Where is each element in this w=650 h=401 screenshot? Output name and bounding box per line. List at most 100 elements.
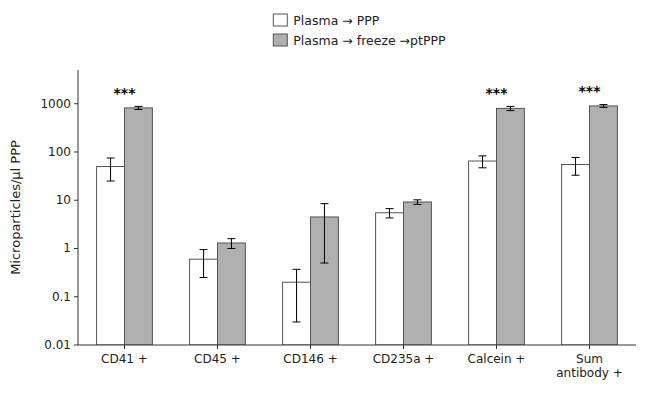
bar (125, 108, 153, 345)
significance-label: *** (114, 85, 137, 101)
bar (469, 161, 497, 345)
error-cap (572, 175, 580, 176)
error-cap (320, 263, 328, 264)
y-axis-label: Microparticles/µl PPP (8, 140, 23, 275)
x-axis-line (78, 345, 636, 346)
x-tick-label: Sumantibody + (556, 352, 623, 380)
bar (590, 106, 618, 345)
error-cap (107, 181, 115, 182)
y-tick-label: 1000 (40, 97, 71, 111)
x-tick-label-line: CD45 + (194, 352, 241, 366)
y-tick-label: 0.1 (52, 290, 71, 304)
x-tick-label: CD45 + (194, 352, 241, 366)
y-axis-line (78, 70, 79, 345)
x-tick-label-line: antibody + (556, 366, 623, 380)
error-bar (293, 269, 301, 322)
error-stem (203, 250, 204, 278)
x-tick-label: CD235a + (373, 352, 435, 366)
significance-label: *** (579, 83, 602, 99)
error-bar (134, 106, 142, 109)
legend-swatch (273, 14, 287, 26)
error-cap (413, 204, 421, 205)
error-cap (134, 106, 142, 107)
bar (404, 202, 432, 345)
error-stem (482, 156, 483, 168)
bar (218, 243, 246, 345)
bar (376, 213, 404, 345)
x-tick-label: Calcein + (468, 352, 526, 366)
bars (97, 106, 618, 345)
x-tick (217, 345, 218, 349)
legend-label: Plasma → PPP (293, 13, 380, 28)
x-tick (589, 345, 590, 349)
error-cap (134, 109, 142, 110)
bar (562, 165, 590, 345)
x-tick-label-line: Sum (576, 352, 603, 366)
error-cap (599, 107, 607, 108)
legend-label: Plasma → freeze →ptPPP (293, 33, 446, 48)
error-bar (599, 105, 607, 108)
error-cap (293, 321, 301, 322)
error-cap (572, 157, 580, 158)
error-bar (506, 106, 514, 110)
x-tick (403, 345, 404, 349)
x-tick-label-line: CD41 + (101, 352, 148, 366)
x-tick-label-line: Calcein + (468, 352, 526, 366)
error-cap (200, 277, 208, 278)
error-stem (324, 204, 325, 263)
y-tick (74, 151, 78, 152)
axes: 0.01 0.1 1 10 100 1000 CD41 + CD45 + CD146 + CD23… (40, 70, 636, 380)
error-bar (479, 156, 487, 168)
error-bar (386, 209, 394, 218)
y-tick-label: 100 (48, 145, 71, 159)
x-tick-label-line: CD146 + (283, 352, 337, 366)
error-cap (227, 238, 235, 239)
error-bar (107, 158, 115, 181)
error-cap (227, 248, 235, 249)
error-bar (200, 250, 208, 278)
error-cap (413, 199, 421, 200)
error-stem (510, 106, 511, 110)
error-bar (227, 239, 235, 249)
y-tick (74, 103, 78, 104)
error-bar (413, 200, 421, 205)
error-cap (320, 203, 328, 204)
error-stem (417, 200, 418, 205)
y-tick (74, 200, 78, 201)
y-tick (74, 296, 78, 297)
legend: Plasma → PPP Plasma → freeze →ptPPP (273, 13, 446, 48)
x-tick (124, 345, 125, 349)
error-stem (296, 269, 297, 322)
error-cap (293, 269, 301, 270)
error-cap (107, 158, 115, 159)
error-stem (575, 157, 576, 175)
chart: 0.01 0.1 1 10 100 1000 CD41 + CD45 + CD146 + CD23… (0, 0, 650, 401)
error-cap (506, 110, 514, 111)
error-bars (107, 105, 608, 322)
error-stem (110, 158, 111, 181)
y-tick-label: 1 (63, 241, 71, 255)
error-cap (386, 208, 394, 209)
significance-label: *** (486, 85, 509, 101)
error-bar (572, 157, 580, 175)
error-cap (506, 106, 514, 107)
error-cap (386, 217, 394, 218)
error-bar (320, 204, 328, 263)
error-cap (479, 155, 487, 156)
x-tick (496, 345, 497, 349)
bar (97, 167, 125, 345)
x-tick (310, 345, 311, 349)
x-tick-label: CD146 + (283, 352, 337, 366)
error-stem (389, 209, 390, 218)
legend-swatch (273, 34, 287, 46)
annotations: *** *** *** (114, 83, 602, 101)
error-stem (231, 239, 232, 249)
error-cap (200, 249, 208, 250)
error-cap (479, 167, 487, 168)
y-tick-label: 0.01 (44, 338, 71, 352)
y-tick (74, 248, 78, 249)
x-tick-label-line: CD235a + (373, 352, 435, 366)
y-tick-label: 10 (56, 193, 71, 207)
error-cap (599, 104, 607, 105)
bar (497, 108, 525, 345)
